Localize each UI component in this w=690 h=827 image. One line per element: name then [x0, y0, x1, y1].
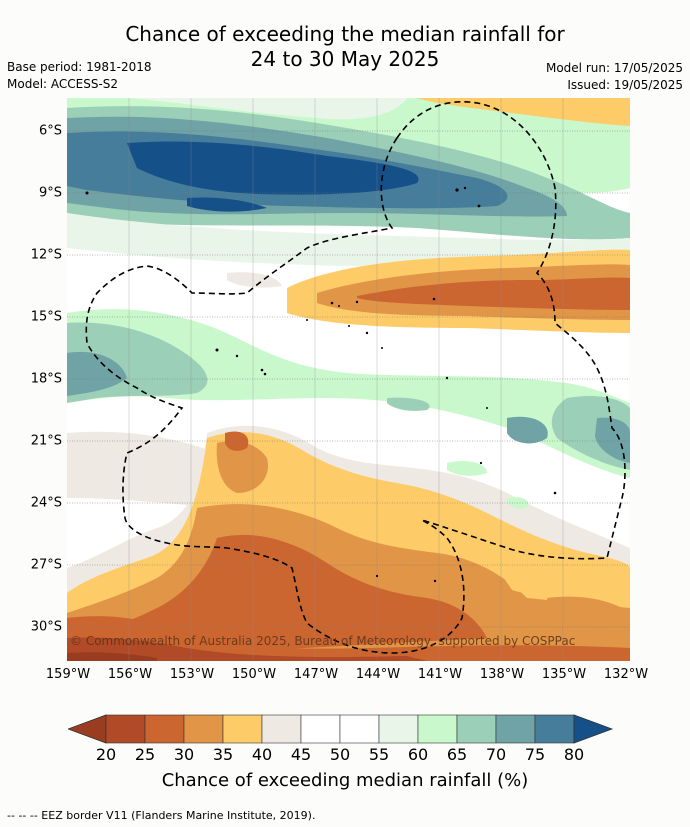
colorbar-segment — [495, 714, 536, 744]
colorbar-tick-label: 45 — [290, 745, 312, 764]
x-tick-label: 153°W — [169, 667, 215, 682]
colorbar-title: Chance of exceeding median rainfall (%) — [161, 770, 529, 791]
x-tick-label: 150°W — [231, 667, 277, 682]
colorbar-tick-label: 70 — [485, 745, 507, 764]
x-tick-label: 156°W — [107, 667, 153, 682]
colorbar-segment — [222, 714, 263, 744]
islands — [85, 186, 557, 583]
colorbar-segment — [417, 714, 458, 744]
colorbar-tick-label: 35 — [212, 745, 234, 764]
colorbar-segment — [339, 714, 380, 744]
colorbar-tick-label: 30 — [173, 745, 195, 764]
colorbar-tick-label: 75 — [524, 745, 546, 764]
x-tick-label: 141°W — [417, 667, 463, 682]
y-tick-label: 12°S — [30, 247, 62, 263]
colorbar-tick-label: 40 — [251, 745, 273, 764]
y-tick-label: 18°S — [30, 371, 62, 387]
x-tick-label: 138°W — [479, 667, 525, 682]
colorbar-tick-label: 80 — [563, 745, 585, 764]
colorbar-high-extend — [573, 714, 614, 744]
rainfall-map — [67, 98, 630, 661]
colorbar-segment — [261, 714, 302, 744]
y-tick-label: 21°S — [30, 433, 62, 449]
x-tick-label: 132°W — [603, 667, 649, 682]
colorbar-tick-label: 55 — [368, 745, 390, 764]
colorbar-segment — [105, 714, 146, 744]
eez-footnote: -- -- -- EEZ border V11 (Flanders Marine… — [7, 809, 316, 822]
colorbar-segment — [183, 714, 224, 744]
x-tick-label: 159°W — [45, 667, 91, 682]
meridians — [128, 98, 564, 661]
title-line-2: 24 to 30 May 2025 — [250, 47, 440, 71]
y-tick-label: 27°S — [30, 557, 62, 573]
model-name: Model: ACCESS-S2 — [7, 77, 119, 91]
copyright-notice: © Commonwealth of Australia 2025, Bureau… — [70, 634, 576, 648]
issued-date: Issued: 19/05/2025 — [567, 78, 683, 92]
colorbar-tick-label: 25 — [134, 745, 156, 764]
colorbar-segment — [300, 714, 341, 744]
colorbar-tick-label: 50 — [329, 745, 351, 764]
eez-borders — [85, 101, 626, 654]
y-tick-label: 6°S — [38, 123, 62, 139]
colorbar-segment — [144, 714, 185, 744]
colorbar-tick-label: 60 — [407, 745, 429, 764]
colorbar-tick-label: 65 — [446, 745, 468, 764]
colorbar — [68, 714, 614, 744]
x-tick-label: 135°W — [541, 667, 587, 682]
colorbar-low-extend — [68, 714, 107, 744]
y-tick-label: 15°S — [30, 309, 62, 325]
map-title: Chance of exceeding the median rainfall … — [0, 22, 690, 72]
y-tick-label: 9°S — [38, 185, 62, 201]
colorbar-segment — [378, 714, 419, 744]
meta-right: Model run: 17/05/2025 Issued: 19/05/2025 — [546, 60, 683, 94]
colorbar-segment — [456, 714, 497, 744]
colorbar-segment — [534, 714, 575, 744]
x-tick-label: 144°W — [355, 667, 401, 682]
model-run: Model run: 17/05/2025 — [545, 61, 683, 75]
y-tick-label: 24°S — [30, 495, 62, 511]
colorbar-tick-label: 20 — [95, 745, 117, 764]
meta-left: Base period: 1981-2018 Model: ACCESS-S2 — [7, 59, 152, 93]
y-tick-label: 30°S — [30, 619, 62, 635]
x-tick-label: 147°W — [293, 667, 339, 682]
base-period: Base period: 1981-2018 — [7, 60, 152, 74]
title-line-1: Chance of exceeding the median rainfall … — [125, 22, 565, 46]
